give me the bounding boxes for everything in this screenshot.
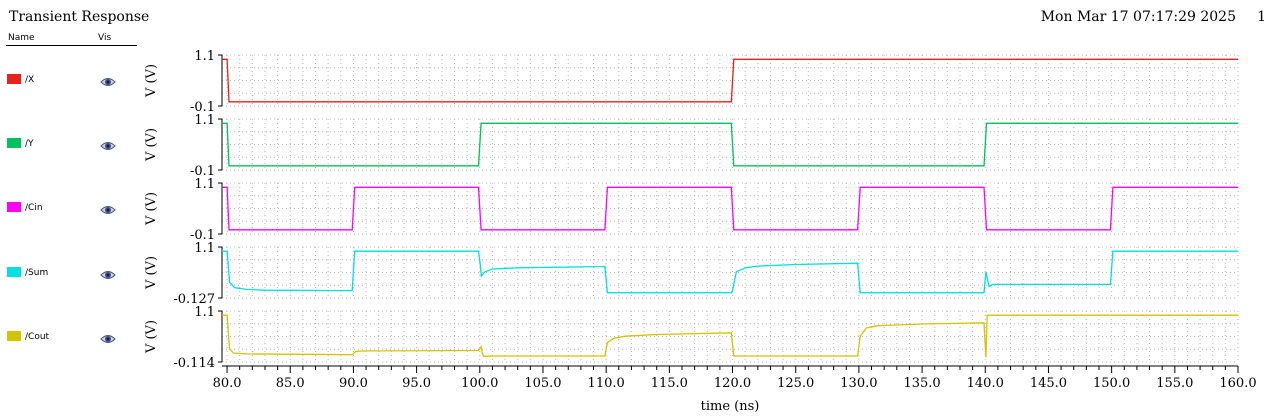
name-column-header: Name bbox=[8, 33, 35, 43]
legend-row[interactable]: /Y bbox=[0, 138, 140, 154]
eye-icon[interactable] bbox=[100, 137, 116, 150]
y-axis-label: V (V) bbox=[144, 128, 159, 162]
page-number: 1 bbox=[1257, 9, 1266, 25]
eye-icon[interactable] bbox=[100, 266, 116, 279]
y-tick-label-bottom: -0.1 bbox=[190, 100, 215, 115]
x-tick-label: 125.0 bbox=[777, 376, 814, 391]
x-tick-label: 100.0 bbox=[461, 376, 498, 391]
y-tick-label-top: 1.1 bbox=[194, 241, 215, 256]
eye-icon[interactable] bbox=[100, 330, 116, 343]
signal-color-swatch bbox=[7, 74, 21, 84]
x-tick-label: 135.0 bbox=[903, 376, 940, 391]
x-tick-label: 90.0 bbox=[339, 376, 368, 391]
y-tick-label-bottom: -0.1 bbox=[190, 164, 215, 179]
x-tick-label: 115.0 bbox=[651, 376, 688, 391]
eye-icon[interactable] bbox=[100, 73, 116, 86]
x-tick-label: 145.0 bbox=[1030, 376, 1067, 391]
signal-color-swatch bbox=[7, 267, 21, 277]
signal-name: /Cout bbox=[25, 332, 50, 342]
series-line bbox=[222, 58, 1238, 103]
x-axis-label: time (ns) bbox=[701, 399, 760, 414]
x-tick-label: 120.0 bbox=[714, 376, 751, 391]
legend-row[interactable]: /Cout bbox=[0, 331, 140, 347]
x-tick-label: 95.0 bbox=[402, 376, 431, 391]
signal-color-swatch bbox=[7, 331, 21, 341]
series-line bbox=[222, 186, 1238, 231]
x-tick-label: 130.0 bbox=[840, 376, 877, 391]
series-line bbox=[222, 314, 1238, 358]
y-tick-label-top: 1.1 bbox=[194, 49, 215, 64]
window-title: Transient Response bbox=[9, 9, 150, 25]
series-line bbox=[222, 250, 1238, 294]
y-tick-label-bottom: -0.127 bbox=[173, 292, 215, 307]
signal-name: /Cin bbox=[25, 203, 43, 213]
y-tick-label-top: 1.1 bbox=[194, 177, 215, 192]
x-tick-label: 140.0 bbox=[967, 376, 1004, 391]
legend-row[interactable]: /Sum bbox=[0, 267, 140, 283]
x-tick-label: 80.0 bbox=[213, 376, 242, 391]
series-line bbox=[222, 122, 1238, 167]
legend-row[interactable]: /Cin bbox=[0, 202, 140, 218]
y-axis-label: V (V) bbox=[144, 320, 159, 354]
x-tick-label: 85.0 bbox=[276, 376, 305, 391]
x-tick-label: 110.0 bbox=[588, 376, 625, 391]
y-tick-label-bottom: -0.1 bbox=[190, 228, 215, 243]
legend-row[interactable]: /X bbox=[0, 74, 140, 90]
signal-color-swatch bbox=[7, 138, 21, 148]
x-tick-label: 105.0 bbox=[524, 376, 561, 391]
y-axis-label: V (V) bbox=[144, 64, 159, 98]
x-tick-label: 150.0 bbox=[1093, 376, 1130, 391]
signal-name: /Sum bbox=[25, 268, 49, 278]
y-tick-label-top: 1.1 bbox=[194, 305, 215, 320]
signal-name: /X bbox=[25, 75, 35, 85]
signal-color-swatch bbox=[7, 202, 21, 212]
timestamp: Mon Mar 17 07:17:29 2025 bbox=[1040, 9, 1236, 25]
signal-name: /Y bbox=[25, 139, 34, 149]
x-tick-label: 155.0 bbox=[1156, 376, 1193, 391]
x-tick-label: 160.0 bbox=[1219, 376, 1256, 391]
y-axis-label: V (V) bbox=[144, 192, 159, 226]
vis-column-header: Vis bbox=[98, 33, 112, 43]
header-divider bbox=[6, 45, 137, 46]
y-axis-label: V (V) bbox=[144, 256, 159, 290]
eye-icon[interactable] bbox=[100, 201, 116, 214]
y-tick-label-top: 1.1 bbox=[194, 113, 215, 128]
y-tick-label-bottom: -0.114 bbox=[173, 356, 215, 371]
